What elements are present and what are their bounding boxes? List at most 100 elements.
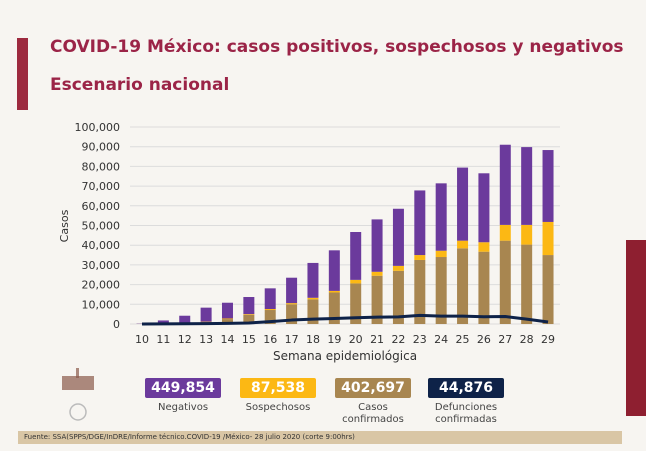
bar-sospechosos — [435, 250, 447, 258]
page-title: COVID-19 México: casos positivos, sospec… — [50, 37, 624, 57]
bar-confirmados — [264, 310, 276, 324]
x-tick-label: 28 — [520, 333, 534, 346]
bar-negativos — [457, 167, 469, 241]
y-axis-label: Casos — [58, 209, 71, 242]
x-tick-label: 10 — [135, 333, 149, 346]
bar-confirmados — [243, 314, 255, 324]
stat-confirmados-label: Casos confirmados — [342, 402, 404, 425]
y-tick-label: 70,000 — [82, 180, 121, 193]
x-tick-label: 19 — [327, 333, 341, 346]
bar-sospechosos — [478, 242, 490, 252]
bar-confirmados — [392, 270, 404, 324]
x-tick-label: 18 — [306, 333, 320, 346]
bar-negativos — [521, 147, 533, 225]
bar-confirmados — [328, 292, 340, 324]
y-tick-label: 80,000 — [82, 160, 121, 173]
x-tick-label: 13 — [199, 333, 213, 346]
stat-negativos-value: 449,854 — [145, 378, 221, 398]
bar-sospechosos — [286, 303, 298, 305]
x-tick-label: 11 — [156, 333, 170, 346]
bar-confirmados — [478, 251, 490, 324]
x-tick-label: 27 — [498, 333, 512, 346]
x-axis-label: Semana epidemiológica — [273, 349, 417, 363]
government-logo — [62, 368, 94, 421]
x-tick-label: 17 — [285, 333, 299, 346]
bar-sospechosos — [542, 221, 554, 256]
x-tick-label: 23 — [413, 333, 427, 346]
bar-sospechosos — [499, 224, 511, 241]
bar-negativos — [542, 150, 554, 222]
bar-sospechosos — [392, 265, 404, 271]
y-tick-label: 10,000 — [82, 298, 121, 311]
page-subtitle: Escenario nacional — [50, 75, 230, 95]
y-tick-label: 90,000 — [82, 141, 121, 154]
x-tick-label: 15 — [242, 333, 256, 346]
bar-sospechosos — [328, 290, 340, 293]
bar-confirmados — [499, 240, 511, 324]
bar-sospechosos — [457, 240, 469, 249]
bar-confirmados — [521, 244, 533, 324]
bar-confirmados — [350, 283, 362, 324]
bar-confirmados — [371, 275, 383, 324]
side-accent-block — [626, 240, 646, 416]
x-tick-label: 25 — [456, 333, 470, 346]
y-tick-label: 50,000 — [82, 220, 121, 233]
x-tick-label: 20 — [349, 333, 363, 346]
y-tick-label: 30,000 — [82, 259, 121, 272]
x-tick-label: 24 — [434, 333, 448, 346]
stat-defunciones-value: 44,876 — [428, 378, 504, 398]
bar-confirmados — [457, 248, 469, 324]
stat-confirmados-value: 402,697 — [335, 378, 411, 398]
bar-negativos — [264, 288, 276, 310]
bar-negativos — [392, 208, 404, 266]
x-tick-label: 21 — [370, 333, 384, 346]
stat-negativos-label: Negativos — [157, 402, 209, 413]
source-footer: Fuente: SSA(SPPS/DGE/InDRE/Informe técni… — [18, 431, 622, 444]
bar-negativos — [200, 307, 212, 322]
title-accent-bar — [17, 38, 28, 110]
bar-negativos — [371, 219, 383, 272]
bar-negativos — [221, 302, 233, 319]
bar-sospechosos — [521, 224, 533, 245]
y-tick-label: 60,000 — [82, 200, 121, 213]
bar-negativos — [350, 232, 362, 280]
x-tick-label: 29 — [541, 333, 555, 346]
stat-sospechosos-label: Sospechosos — [245, 402, 311, 413]
x-tick-label: 14 — [220, 333, 234, 346]
x-tick-label: 22 — [391, 333, 405, 346]
bar-confirmados — [221, 319, 233, 324]
bar-confirmados — [435, 257, 447, 324]
stat-sospechosos-value: 87,538 — [240, 378, 316, 398]
bar-sospechosos — [371, 271, 383, 276]
bar-sospechosos — [307, 297, 319, 300]
bar-negativos — [414, 190, 426, 256]
bar-negativos — [179, 315, 191, 324]
bar-confirmados — [414, 259, 426, 324]
bar-sospechosos — [221, 318, 233, 320]
bar-negativos — [435, 183, 447, 251]
x-tick-label: 16 — [263, 333, 277, 346]
stat-defunciones-label: Defunciones confirmadas — [434, 402, 498, 425]
line-defunciones — [141, 313, 549, 326]
bar-confirmados — [307, 299, 319, 324]
bar-sospechosos — [243, 314, 255, 315]
bar-negativos — [328, 250, 340, 291]
x-tick-label: 12 — [178, 333, 192, 346]
bar-negativos — [286, 277, 298, 304]
bar-negativos — [307, 262, 319, 298]
bar-negativos — [157, 320, 169, 324]
x-tick-label: 26 — [477, 333, 491, 346]
bar-sospechosos — [264, 309, 276, 311]
bar-confirmados — [542, 255, 554, 324]
bar-sospechosos — [414, 255, 426, 260]
bar-confirmados — [286, 304, 298, 324]
y-tick-label: 40,000 — [82, 239, 121, 252]
bar-negativos — [499, 144, 511, 225]
bar-sospechosos — [350, 279, 362, 284]
y-tick-label: 20,000 — [82, 279, 121, 292]
bar-negativos — [243, 297, 255, 315]
y-tick-label: 0 — [113, 318, 120, 331]
y-tick-label: 100,000 — [75, 121, 121, 134]
bar-negativos — [478, 173, 490, 243]
